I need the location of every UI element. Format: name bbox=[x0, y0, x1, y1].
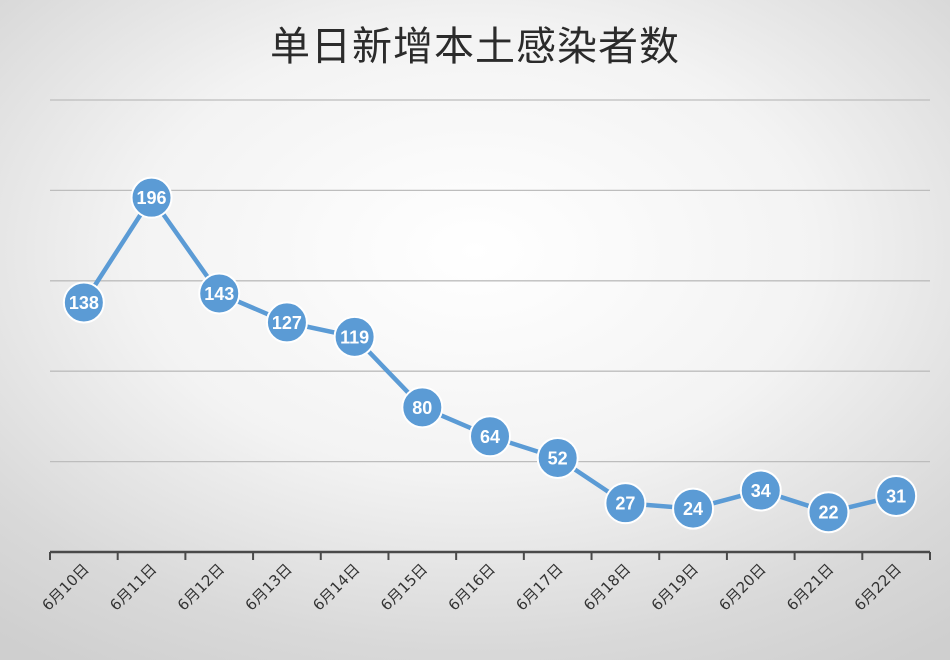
data-point-marker bbox=[469, 415, 511, 458]
x-tick-label: 6月21日 bbox=[783, 560, 837, 614]
x-tick-label: 6月14日 bbox=[309, 560, 363, 614]
data-label: 31 bbox=[886, 486, 906, 506]
data-label: 27 bbox=[615, 494, 635, 514]
x-tick-label: 6月10日 bbox=[38, 560, 92, 614]
x-tick-label: 6月11日 bbox=[106, 560, 160, 614]
x-tick-label: 6月18日 bbox=[580, 560, 634, 614]
data-label: 127 bbox=[272, 313, 302, 333]
data-point-marker bbox=[672, 487, 715, 530]
x-axis-ticks bbox=[49, 552, 931, 560]
data-label: 143 bbox=[204, 284, 234, 304]
x-tick-label: 6月20日 bbox=[715, 560, 769, 614]
data-label: 34 bbox=[751, 481, 771, 501]
data-label: 22 bbox=[818, 503, 838, 523]
x-tick-label: 6月13日 bbox=[242, 560, 296, 614]
data-label: 64 bbox=[480, 427, 500, 447]
data-point-marker bbox=[401, 386, 444, 429]
data-point-marker bbox=[62, 281, 105, 324]
data-label: 80 bbox=[412, 398, 432, 418]
chart-title: 单日新增本土感染者数 bbox=[270, 24, 680, 70]
data-point-marker bbox=[604, 482, 647, 525]
data-label: 196 bbox=[137, 188, 167, 208]
gridlines bbox=[50, 99, 930, 463]
data-label: 138 bbox=[69, 293, 99, 313]
x-tick-label: 6月17日 bbox=[512, 560, 566, 614]
x-tick-label: 6月16日 bbox=[445, 560, 499, 614]
data-label: 24 bbox=[683, 499, 703, 519]
data-points: 138 196 143 127 119 80 64 52 27 24 34 22 31 bbox=[62, 176, 918, 534]
data-point-marker bbox=[807, 491, 850, 534]
series-line bbox=[81, 195, 899, 515]
data-point-marker bbox=[198, 272, 241, 315]
data-label: 119 bbox=[340, 327, 369, 347]
x-tick-label: 6月15日 bbox=[377, 560, 431, 614]
x-tick-label: 6月12日 bbox=[174, 560, 228, 614]
x-tick-label: 6月19日 bbox=[648, 560, 702, 614]
x-tick-labels: 6月10日 6月11日 6月12日 6月13日 6月14日 6月15日 6月16日 6月17日… bbox=[38, 560, 905, 614]
data-point-marker bbox=[875, 474, 918, 517]
data-point-marker bbox=[130, 176, 173, 219]
x-tick-label: 6月22日 bbox=[851, 560, 905, 614]
data-label: 52 bbox=[548, 448, 568, 468]
data-point-marker bbox=[739, 469, 782, 512]
data-point-marker bbox=[536, 436, 579, 479]
data-point-marker bbox=[333, 315, 376, 358]
data-point-marker bbox=[265, 301, 308, 344]
